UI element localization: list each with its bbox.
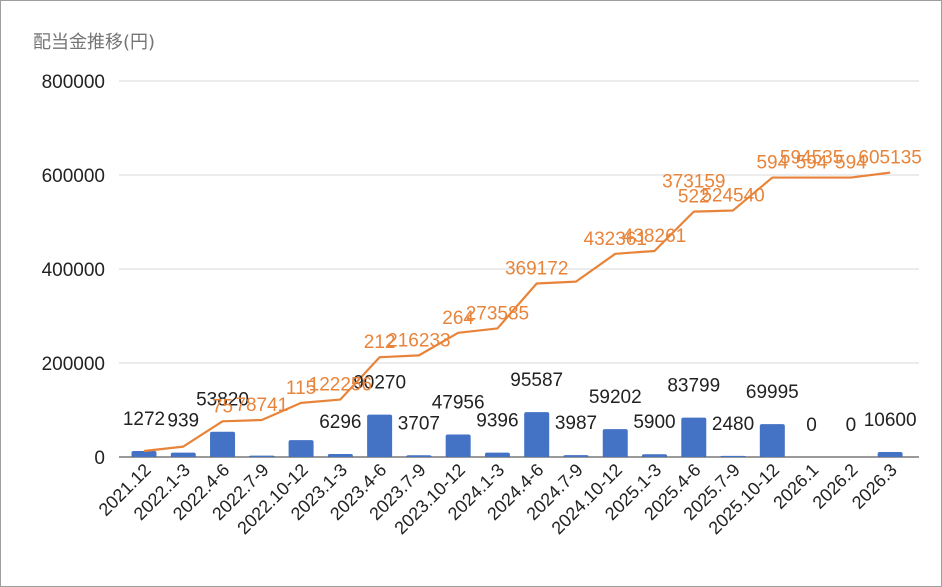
bar-value-label: 83799 bbox=[667, 376, 720, 397]
bar bbox=[367, 414, 393, 457]
bar bbox=[210, 431, 236, 457]
line-series bbox=[143, 171, 891, 453]
bar bbox=[327, 454, 353, 457]
bar-value-label: 10600 bbox=[864, 410, 917, 431]
bar bbox=[484, 452, 510, 457]
bar-value-label: 59202 bbox=[589, 387, 642, 408]
line-value-label: 115 bbox=[286, 378, 316, 399]
bar bbox=[681, 417, 707, 457]
bar bbox=[524, 412, 550, 457]
gridlines bbox=[119, 80, 919, 458]
bar-value-label: 47956 bbox=[432, 392, 485, 413]
bar-series bbox=[131, 412, 903, 457]
bar bbox=[170, 452, 196, 457]
y-tick-label: 0 bbox=[94, 448, 105, 469]
line-value-label: 432361 bbox=[584, 229, 647, 250]
y-tick-label: 400000 bbox=[42, 260, 105, 281]
line-value-label: 216233 bbox=[387, 330, 450, 351]
x-tick-label: 2026.3 bbox=[848, 460, 901, 513]
bar bbox=[642, 454, 668, 457]
chart-title: 配当金推移(円) bbox=[33, 32, 156, 53]
bar-value-label: 3987 bbox=[555, 413, 597, 434]
y-tick-label: 800000 bbox=[42, 72, 105, 93]
line-value-label: 524540 bbox=[701, 185, 764, 206]
line-value-label: 264 bbox=[442, 308, 474, 329]
bar-value-label: 939 bbox=[167, 411, 199, 432]
bar bbox=[288, 440, 314, 457]
bar-value-label: 5900 bbox=[633, 412, 675, 433]
bar-value-label: 2480 bbox=[712, 414, 754, 435]
line-value-label: 373159 bbox=[662, 172, 725, 193]
line-value-label: 122256 bbox=[309, 375, 372, 396]
line-value-label: 594 bbox=[835, 153, 867, 174]
bar bbox=[445, 434, 471, 457]
bar bbox=[602, 429, 628, 457]
bar-value-label: 90270 bbox=[353, 373, 406, 394]
bar-value-label: 6296 bbox=[319, 412, 361, 433]
y-axis: 0 200000 400000 600000 800000 bbox=[42, 72, 105, 469]
bar bbox=[759, 424, 785, 457]
line-value-label: 605135 bbox=[858, 148, 921, 169]
line-value-label: 438261 bbox=[623, 226, 686, 247]
bar-value-label: 0 bbox=[846, 415, 857, 436]
bar bbox=[720, 455, 746, 457]
line-value-label: 594 bbox=[796, 153, 828, 174]
line-value-label: 522 bbox=[678, 187, 710, 208]
bar bbox=[877, 452, 903, 457]
line-value-label: 75 bbox=[212, 396, 233, 417]
bar bbox=[249, 455, 275, 457]
bar bbox=[406, 455, 432, 457]
line-value-label: 369172 bbox=[505, 258, 568, 279]
bar-value-label: 1272 bbox=[123, 409, 165, 430]
bar-value-label: 3707 bbox=[398, 413, 440, 434]
y-tick-label: 600000 bbox=[42, 166, 105, 187]
x-axis: 2021.122022.1-32022.4-62022.7-92022.10-1… bbox=[95, 460, 901, 539]
bar-value-label: 0 bbox=[806, 415, 817, 436]
bar-value-label: 69995 bbox=[746, 382, 799, 403]
line-value-label: 212 bbox=[364, 332, 396, 353]
bar-value-label: 53820 bbox=[196, 390, 249, 411]
bar bbox=[131, 451, 157, 457]
bar-value-label: 9396 bbox=[476, 411, 518, 432]
bar-value-label: 95587 bbox=[510, 370, 563, 391]
line-value-label: 273585 bbox=[466, 303, 529, 324]
bar bbox=[563, 455, 589, 457]
line-value-label: 78741 bbox=[235, 395, 288, 416]
y-tick-label: 200000 bbox=[42, 354, 105, 375]
cumulative-line bbox=[143, 171, 891, 453]
line-value-label: 594535 bbox=[780, 148, 843, 169]
line-value-label: 594 bbox=[756, 153, 788, 174]
